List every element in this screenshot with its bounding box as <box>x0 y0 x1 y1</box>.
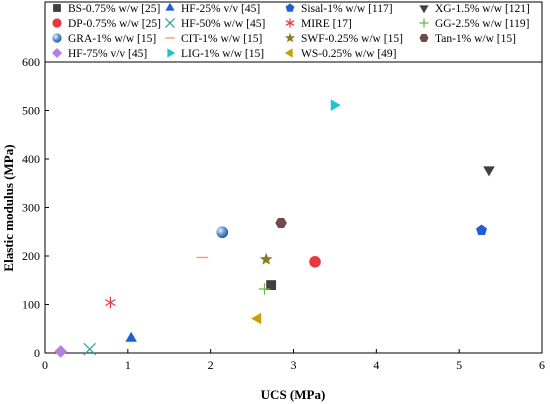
data-point-lig-1-w-w-15 <box>330 99 341 111</box>
legend-label: HF-75% v/v [45] <box>68 48 147 60</box>
legend-item-hf-50-w-w-45: HF-50% w/w [45] <box>164 17 265 30</box>
legend-label: GG-2.5% w/w [119] <box>435 18 529 30</box>
legend-label: Tan-1% w/w [15] <box>435 33 516 45</box>
data-point-swf-0-25-w-w-15 <box>259 252 273 265</box>
x-axis-title: UCS (MPa) <box>261 387 326 402</box>
legend-marker <box>285 3 295 12</box>
legend-item-hf-75-v-v-45: HF-75% v/v [45] <box>51 47 147 60</box>
legend-marker <box>285 18 295 28</box>
data-point-gra-1-w-w-15 <box>216 226 229 239</box>
legend-marker <box>52 18 62 28</box>
y-axis-title: Elastic modulus (MPa) <box>1 144 16 271</box>
legend-label: Sisal-1% w/w [117] <box>301 3 393 15</box>
data-point-dp-0-75-w-w-25 <box>309 256 321 268</box>
legend-label: HF-50% w/w [45] <box>181 18 265 30</box>
data-point-tan-1-w-w-15 <box>275 218 287 229</box>
legend-label: DP-0.75% w/w [25] <box>68 18 161 30</box>
legend-marker <box>284 32 296 43</box>
legend-label: GRA-1% w/w [15] <box>68 33 156 45</box>
legend-item-dp-0-75-w-w-25: DP-0.75% w/w [25] <box>52 18 161 30</box>
y-tick-label: 0 <box>34 346 40 360</box>
data-point-ws-0-25-w-w-49 <box>251 312 262 325</box>
legend-item-swf-0-25-w-w-15: SWF-0.25% w/w [15] <box>284 32 403 45</box>
y-tick-label: 500 <box>22 104 40 118</box>
legend-item-mire-17: MIRE [17] <box>285 18 352 30</box>
y-tick-label: 300 <box>22 201 40 215</box>
legend-label: WS-0.25% w/w [49] <box>301 48 397 60</box>
legend-marker <box>419 5 429 14</box>
x-tick-label: 4 <box>373 358 379 372</box>
ticks: 0 1 2 3 4 5 6 0 100 200 300 400 500 600 <box>22 55 545 372</box>
legend-item-ws-0-25-w-w-49: WS-0.25% w/w [49] <box>284 48 397 60</box>
legend-marker <box>419 18 429 28</box>
legend-marker <box>164 17 176 29</box>
legend-marker <box>419 34 429 42</box>
legend-label: LIG-1% w/w [15] <box>181 48 264 60</box>
legend-marker <box>165 2 175 11</box>
legend-item-tan-1-w-w-15: Tan-1% w/w [15] <box>419 33 516 45</box>
legend-item-bs-0-75-w-w-25: BS-0.75% w/w [25] <box>53 3 160 15</box>
data-point-hf-50-w-w-45 <box>83 342 96 356</box>
data-point-xg-1-5-w-w-121 <box>483 166 495 177</box>
legend-marker <box>53 4 61 12</box>
legend-label: HF-25% v/v [45] <box>181 3 260 15</box>
legend-marker <box>284 48 293 58</box>
legend-item-xg-1-5-w-w-121: XG-1.5% w/w [121] <box>419 3 530 15</box>
y-tick-label: 200 <box>22 249 40 263</box>
y-tick-label: 100 <box>22 298 40 312</box>
legend-item-lig-1-w-w-15: LIG-1% w/w [15] <box>167 48 264 60</box>
x-tick-label: 5 <box>456 358 462 372</box>
data-point-mire-17 <box>105 296 116 309</box>
data-point-bs-0-75-w-w-25 <box>266 280 277 291</box>
legend-label: MIRE [17] <box>301 18 352 30</box>
legend-label: CIT-1% w/w [15] <box>181 33 262 45</box>
legend-item-sisal-1-w-w-117: Sisal-1% w/w [117] <box>285 3 393 15</box>
x-tick-label: 3 <box>291 358 297 372</box>
legend-item-hf-25-v-v-45: HF-25% v/v [45] <box>165 2 260 15</box>
legend-item-cit-1-w-w-15: CIT-1% w/w [15] <box>165 33 262 45</box>
data-point-hf-75-v-v-45 <box>54 345 68 358</box>
y-tick-label: 400 <box>22 152 40 166</box>
legend-label: XG-1.5% w/w [121] <box>435 3 530 15</box>
legend-label: SWF-0.25% w/w [15] <box>301 33 403 45</box>
data-point-sisal-1-w-w-117 <box>476 224 488 235</box>
legend-label: BS-0.75% w/w [25] <box>68 3 160 15</box>
data-point-hf-25-v-v-45 <box>125 331 137 342</box>
legend-item-gg-2-5-w-w-119: GG-2.5% w/w [119] <box>419 18 529 30</box>
legend-marker <box>52 33 62 43</box>
data-points <box>54 99 495 358</box>
x-tick-label: 2 <box>208 358 214 372</box>
y-tick-label: 600 <box>22 55 40 69</box>
legend: BS-0.75% w/w [25] HF-25% v/v [45] Sisal-1%… <box>51 2 530 60</box>
x-tick-label: 6 <box>539 358 545 372</box>
x-tick-label: 0 <box>42 358 48 372</box>
x-tick-label: 1 <box>125 358 131 372</box>
legend-item-gra-1-w-w-15: GRA-1% w/w [15] <box>52 33 156 45</box>
legend-marker <box>51 47 63 59</box>
legend-marker <box>167 48 176 58</box>
data-point-gg-2-5-w-w-119 <box>258 283 271 295</box>
